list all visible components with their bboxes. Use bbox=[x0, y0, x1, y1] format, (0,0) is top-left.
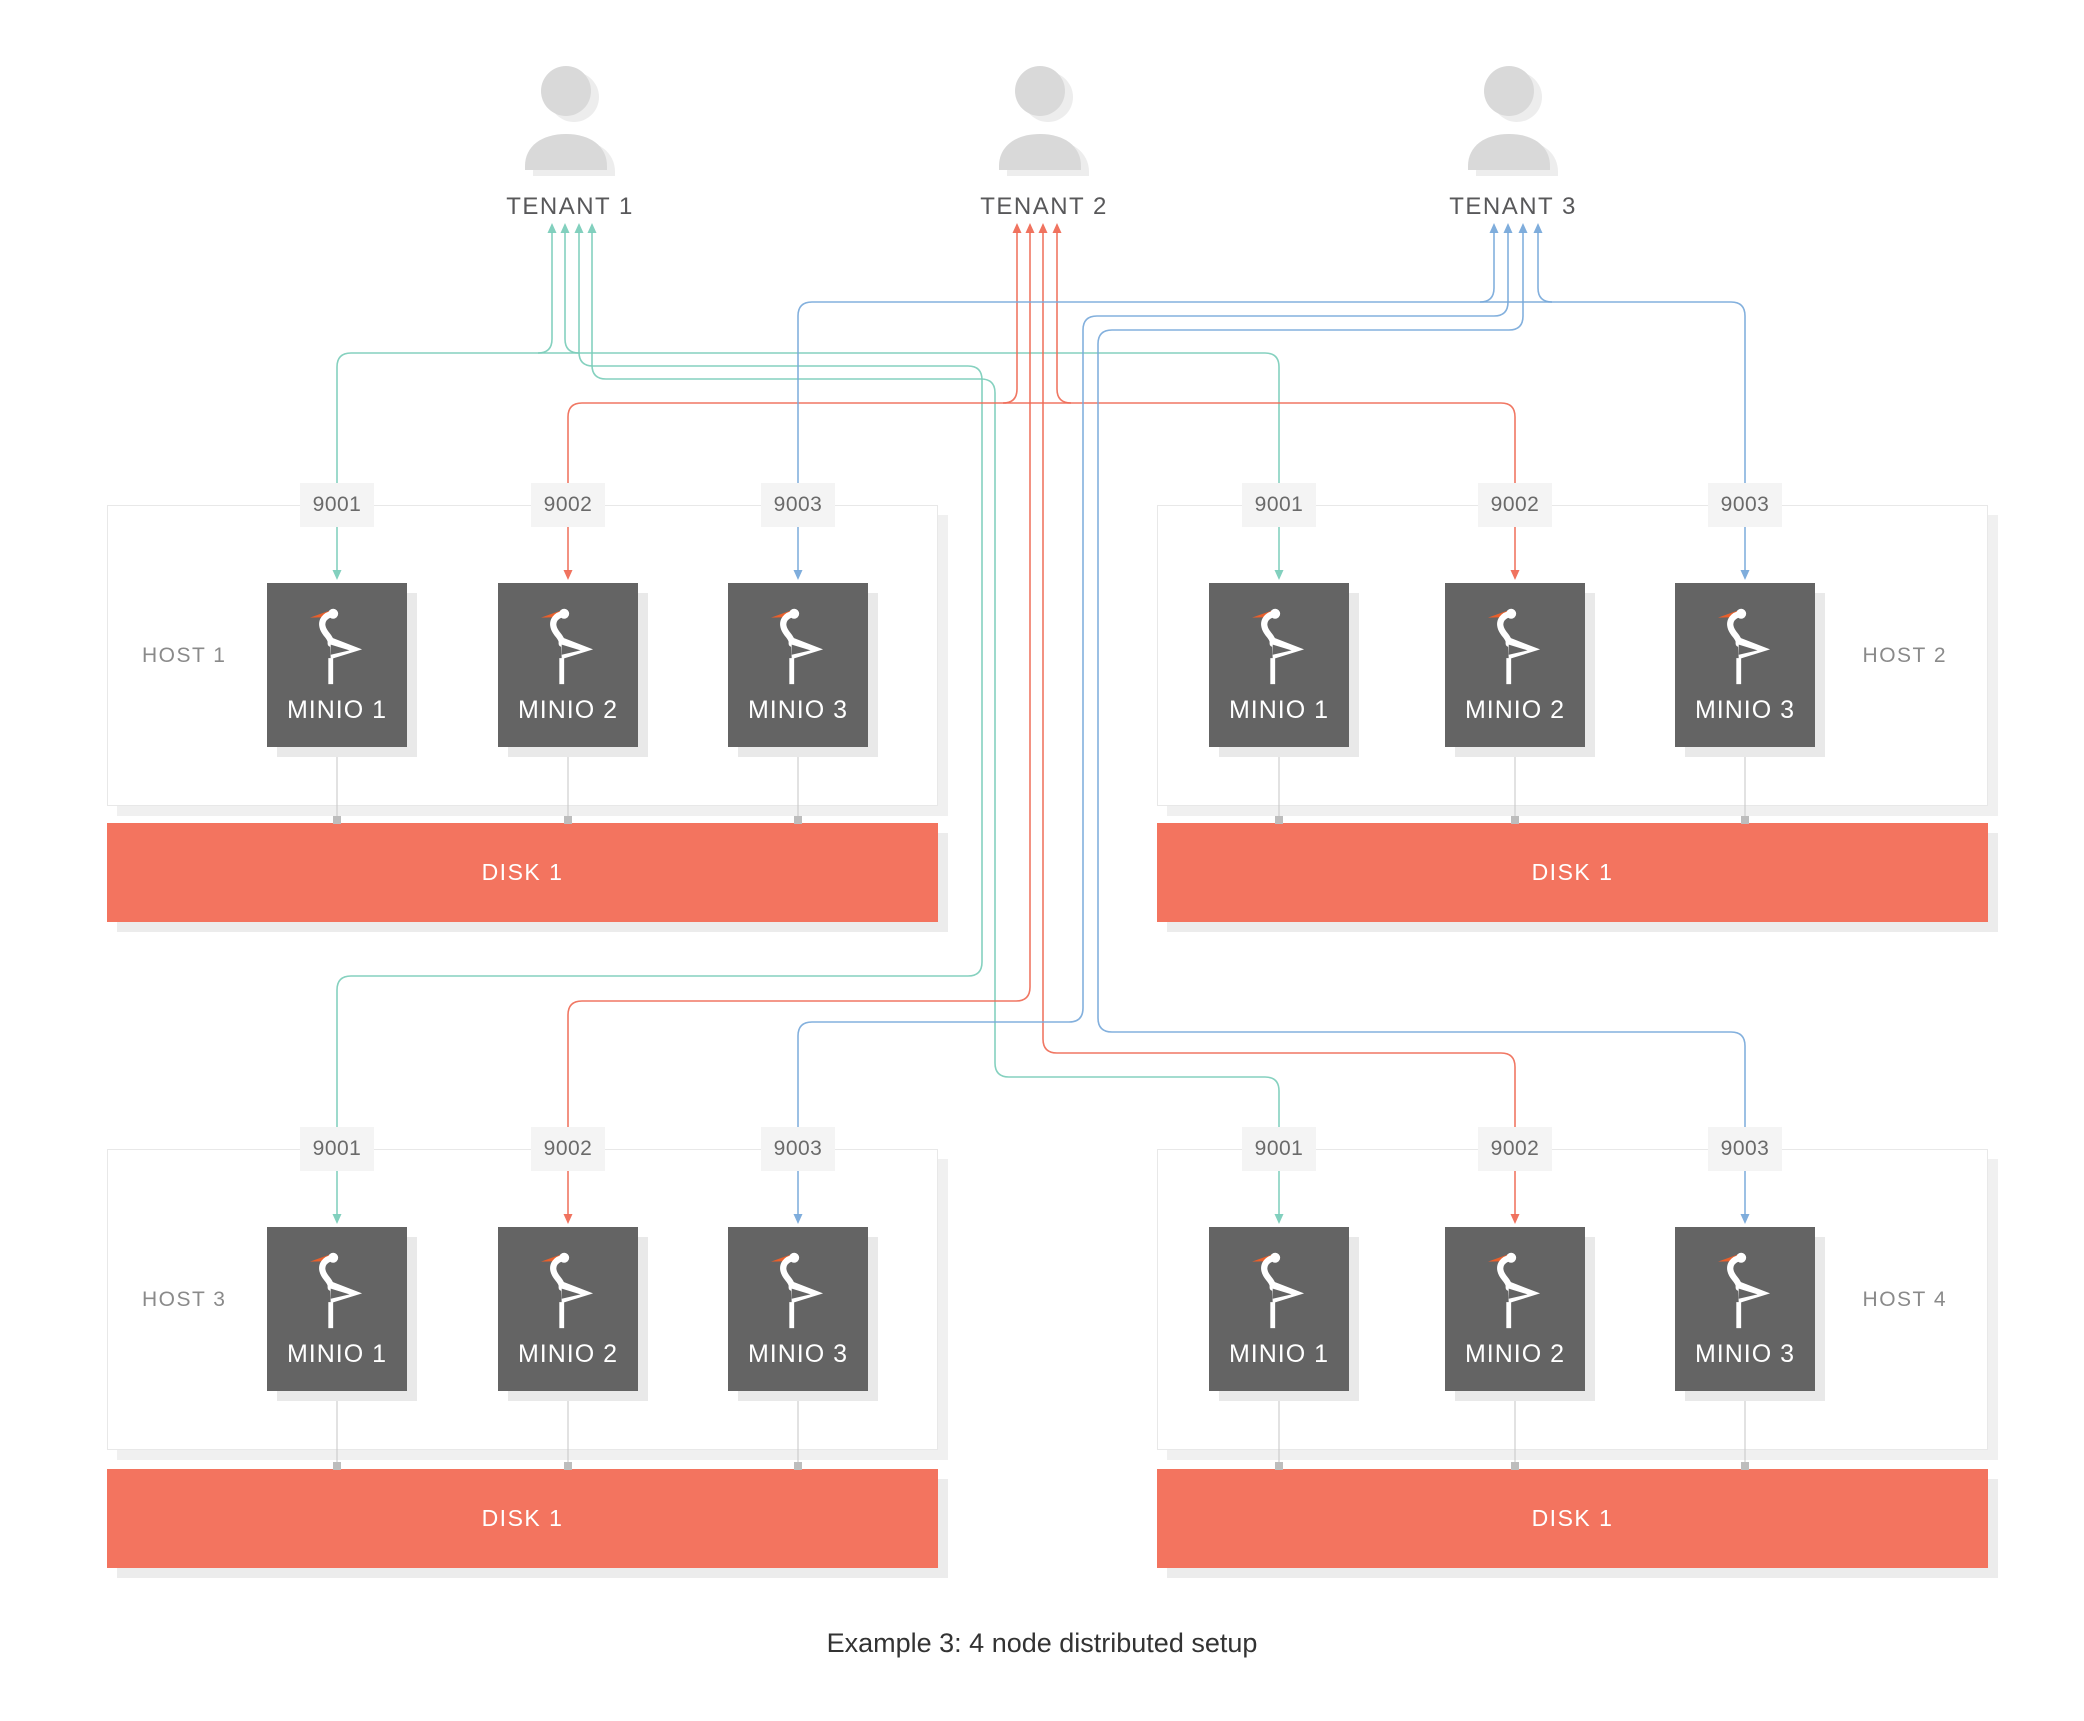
minio-bird-shape bbox=[1718, 1253, 1770, 1328]
port-badge: 9001 bbox=[1242, 483, 1316, 527]
minio-node: MINIO 1 bbox=[1209, 583, 1349, 747]
minio-bird-icon bbox=[1250, 607, 1308, 688]
port-badge: 9003 bbox=[761, 1127, 835, 1171]
port-badge: 9001 bbox=[300, 483, 374, 527]
minio-bird-shape bbox=[1252, 1253, 1304, 1328]
minio-label: MINIO 2 bbox=[1464, 1340, 1566, 1368]
port-badge: 9003 bbox=[761, 483, 835, 527]
person-icon-shape bbox=[525, 66, 615, 176]
minio-node: MINIO 3 bbox=[728, 583, 868, 747]
diagram-caption: Example 3: 4 node distributed setup bbox=[826, 1628, 1258, 1658]
minio-node: MINIO 3 bbox=[1675, 583, 1815, 747]
minio-label: MINIO 3 bbox=[1694, 1340, 1796, 1368]
minio-bird-icon bbox=[1486, 607, 1544, 688]
minio-bird-shape bbox=[310, 609, 362, 684]
minio-node: MINIO 1 bbox=[267, 583, 407, 747]
disk-bar: DISK 1 bbox=[1157, 1469, 1988, 1568]
port-badge: 9001 bbox=[300, 1127, 374, 1171]
minio-bird-icon bbox=[539, 1251, 597, 1332]
minio-bird-shape bbox=[1718, 609, 1770, 684]
disk-label: DISK 1 bbox=[481, 1505, 564, 1531]
port-badge: 9002 bbox=[1478, 1127, 1552, 1171]
person-icon-shape bbox=[1468, 66, 1558, 176]
minio-label: MINIO 1 bbox=[286, 1340, 388, 1368]
minio-bird-icon bbox=[1250, 1251, 1308, 1332]
host-label: HOST 1 bbox=[142, 643, 227, 667]
port-badge: 9002 bbox=[531, 483, 605, 527]
minio-node: MINIO 2 bbox=[1445, 1227, 1585, 1391]
tenant-label: TENANT 1 bbox=[506, 193, 634, 220]
minio-node: MINIO 2 bbox=[1445, 583, 1585, 747]
port-badge: 9003 bbox=[1708, 1127, 1782, 1171]
minio-bird-icon bbox=[769, 607, 827, 688]
minio-bird-shape bbox=[541, 609, 593, 684]
port-badge: 9001 bbox=[1242, 1127, 1316, 1171]
minio-bird-shape bbox=[771, 609, 823, 684]
minio-node: MINIO 3 bbox=[728, 1227, 868, 1391]
minio-label: MINIO 3 bbox=[1694, 696, 1796, 724]
port-badge: 9002 bbox=[531, 1127, 605, 1171]
minio-bird-shape bbox=[1488, 1253, 1540, 1328]
host-label: HOST 4 bbox=[1862, 1287, 1947, 1311]
minio-label: MINIO 2 bbox=[517, 1340, 619, 1368]
minio-bird-icon bbox=[1486, 1251, 1544, 1332]
minio-bird-icon bbox=[539, 607, 597, 688]
minio-bird-icon bbox=[1716, 607, 1774, 688]
minio-bird-shape bbox=[541, 1253, 593, 1328]
person-icon-shape bbox=[999, 66, 1089, 176]
disk-label: DISK 1 bbox=[1531, 1505, 1614, 1531]
minio-label: MINIO 2 bbox=[1464, 696, 1566, 724]
minio-bird-icon bbox=[308, 607, 366, 688]
host-label: HOST 3 bbox=[142, 1287, 227, 1311]
minio-bird-shape bbox=[771, 1253, 823, 1328]
minio-node: MINIO 2 bbox=[498, 583, 638, 747]
port-badge: 9002 bbox=[1478, 483, 1552, 527]
minio-label: MINIO 1 bbox=[286, 696, 388, 724]
minio-bird-shape bbox=[1488, 609, 1540, 684]
minio-node: MINIO 2 bbox=[498, 1227, 638, 1391]
minio-label: MINIO 2 bbox=[517, 696, 619, 724]
disk-bar: DISK 1 bbox=[107, 1469, 938, 1568]
tenant-figure bbox=[1461, 64, 1565, 181]
minio-bird-shape bbox=[310, 1253, 362, 1328]
person-icon bbox=[518, 64, 622, 176]
port-badge: 9003 bbox=[1708, 483, 1782, 527]
tenant-label: TENANT 3 bbox=[1449, 193, 1577, 220]
minio-bird-icon bbox=[769, 1251, 827, 1332]
person-icon bbox=[992, 64, 1096, 176]
minio-node: MINIO 1 bbox=[267, 1227, 407, 1391]
tenant-figure bbox=[992, 64, 1096, 181]
minio-label: MINIO 1 bbox=[1228, 1340, 1330, 1368]
minio-node: MINIO 3 bbox=[1675, 1227, 1815, 1391]
tenant-figure bbox=[518, 64, 622, 181]
minio-label: MINIO 3 bbox=[747, 696, 849, 724]
person-icon bbox=[1461, 64, 1565, 176]
minio-label: MINIO 1 bbox=[1228, 696, 1330, 724]
minio-node: MINIO 1 bbox=[1209, 1227, 1349, 1391]
minio-bird-shape bbox=[1252, 609, 1304, 684]
minio-bird-icon bbox=[1716, 1251, 1774, 1332]
tenant-label: TENANT 2 bbox=[980, 193, 1108, 220]
host-label: HOST 2 bbox=[1862, 643, 1947, 667]
minio-bird-icon bbox=[308, 1251, 366, 1332]
minio-label: MINIO 3 bbox=[747, 1340, 849, 1368]
